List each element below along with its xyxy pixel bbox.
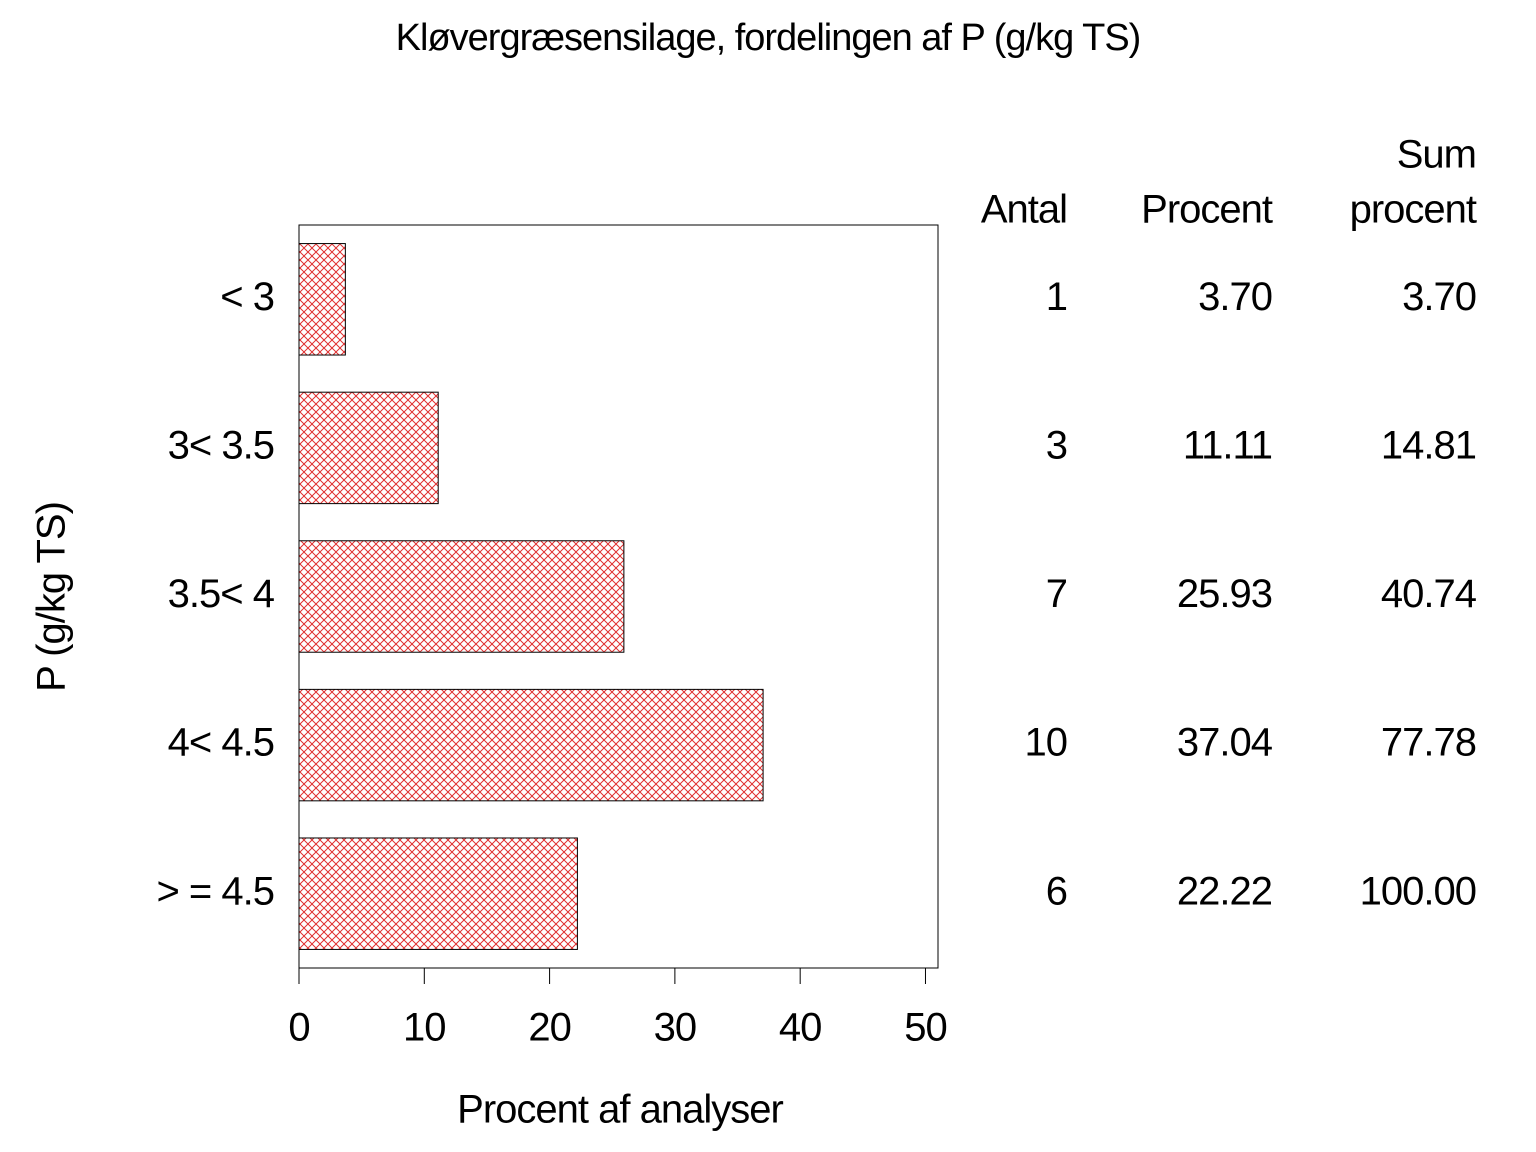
table-header: Procent [1141, 188, 1273, 232]
table-cell: 37.04 [1177, 721, 1273, 765]
table-header: Antal [981, 188, 1067, 232]
table-cell: 25.93 [1177, 572, 1272, 616]
bar [298, 688, 764, 802]
x-tick-label: 50 [904, 1006, 947, 1050]
table-cell: 3.70 [1198, 275, 1272, 319]
y-tick-label: 3.5< 4 [168, 572, 275, 616]
x-axis-label: Procent af analyser [457, 1088, 783, 1132]
x-tick-label: 30 [654, 1006, 697, 1050]
bar [298, 243, 346, 356]
table-cell: 3 [1046, 423, 1067, 467]
x-tick-label: 0 [288, 1006, 309, 1050]
table-cell: 11.11 [1183, 423, 1272, 467]
table-header: Sum [1397, 133, 1476, 177]
table-cell: 40.74 [1381, 572, 1477, 616]
y-axis-label: P (g/kg TS) [30, 502, 74, 692]
table-cell: 6 [1046, 869, 1067, 913]
table-cell: 7 [1046, 572, 1067, 616]
y-tick-label: > = 4.5 [156, 869, 274, 913]
y-tick-label: 3< 3.5 [168, 423, 274, 467]
bar [298, 837, 578, 950]
bar [298, 540, 625, 653]
table-cell: 100.00 [1360, 869, 1476, 913]
table-cell: 1 [1046, 275, 1067, 319]
table-cell: 77.78 [1381, 721, 1476, 765]
bar [298, 391, 439, 505]
table-cell: 22.22 [1177, 869, 1272, 913]
chart-title: Kløvergræsensilage, fordelingen af P (g/… [396, 17, 1141, 59]
x-tick-label: 20 [528, 1006, 571, 1050]
table-cell: 3.70 [1402, 275, 1476, 319]
table-cell: 10 [1025, 721, 1068, 765]
x-tick-label: 10 [403, 1006, 446, 1050]
x-tick-label: 40 [779, 1006, 822, 1050]
table-header: procent [1350, 188, 1477, 232]
y-tick-label: < 3 [220, 275, 274, 319]
table-cell: 14.81 [1381, 423, 1476, 467]
y-tick-label: 4< 4.5 [168, 721, 274, 765]
